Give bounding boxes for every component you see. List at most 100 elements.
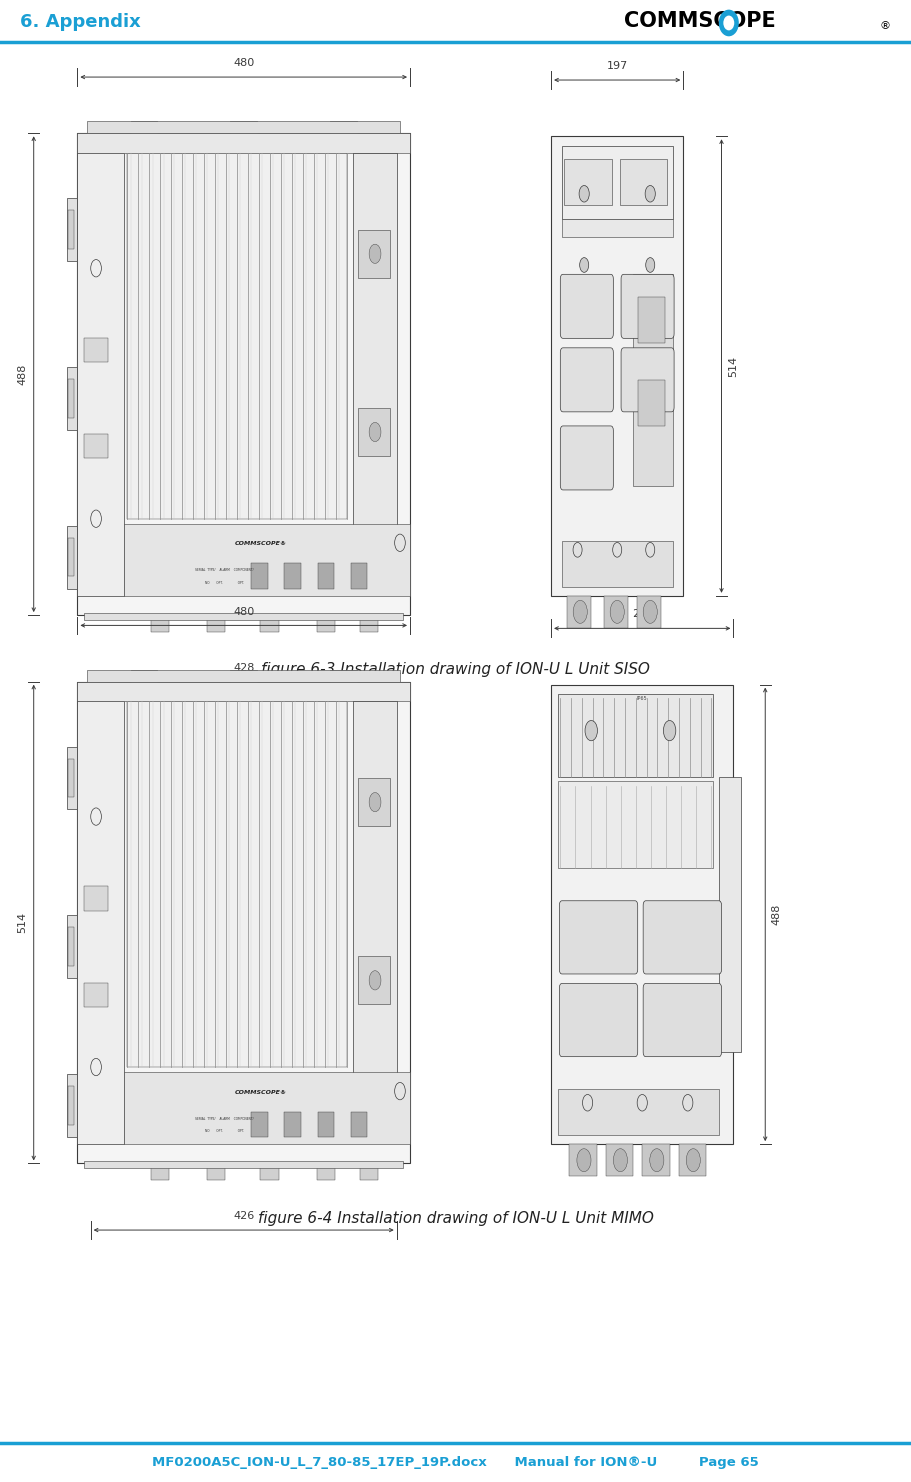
Bar [261,1163,279,1180]
Bar [67,747,77,809]
Bar [77,153,124,596]
Bar [639,379,665,425]
Bar [77,133,410,153]
FancyBboxPatch shape [643,984,722,1057]
Bar [318,1112,334,1137]
Text: 480: 480 [233,606,254,617]
Bar [360,1163,378,1180]
Bar [84,612,404,619]
Text: NO.      OPT.               OPT.: NO. OPT. OPT. [204,581,243,585]
Bar [567,596,591,628]
Bar [67,199,77,261]
Circle shape [585,720,598,741]
Bar [68,538,74,576]
Bar [67,368,77,430]
Bar [130,122,158,133]
Bar [67,1074,77,1137]
FancyBboxPatch shape [643,901,722,974]
Bar [67,916,77,978]
Circle shape [613,1149,628,1172]
Text: COMMSCOPE®: COMMSCOPE® [235,541,287,547]
Bar [353,701,396,1125]
Bar [633,274,672,486]
Bar [68,379,74,418]
Bar [87,122,400,133]
Bar [330,670,357,682]
Text: IP65: IP65 [637,697,648,701]
Bar [619,160,668,206]
Circle shape [369,793,381,812]
Text: 488: 488 [772,904,782,925]
FancyBboxPatch shape [621,348,674,412]
Bar [150,1163,169,1180]
Bar [318,563,334,588]
Bar [77,682,410,701]
Bar [85,434,107,458]
Bar [330,122,357,133]
Bar [77,701,124,1144]
Bar [679,1144,706,1177]
Text: 514: 514 [728,356,738,376]
Bar [85,983,107,1006]
Bar [317,615,335,631]
Bar [130,670,158,682]
Circle shape [686,1149,701,1172]
FancyBboxPatch shape [560,348,613,412]
Bar [67,526,77,588]
Circle shape [573,600,588,624]
Bar [150,615,169,631]
Bar [68,210,74,249]
Text: 480: 480 [233,58,254,68]
Bar [606,1144,633,1177]
Bar [639,298,665,344]
Bar [353,153,396,576]
Text: 426: 426 [233,1211,254,1221]
Bar [207,615,225,631]
Bar [558,781,713,868]
Text: ®: ® [880,21,891,31]
Bar [284,563,301,588]
Bar [551,136,683,596]
Bar [358,230,390,279]
Bar [85,338,107,362]
Bar [84,1160,404,1168]
Bar [68,1086,74,1125]
Circle shape [663,720,676,741]
Circle shape [369,245,381,264]
Bar [207,1163,225,1180]
Bar [68,759,74,797]
Circle shape [646,258,655,273]
Text: 6. Appendix: 6. Appendix [20,13,141,31]
Text: MF0200A5C_ION-U_L_7_80-85_17EP_19P.docx      Manual for ION®-U         Page 65: MF0200A5C_ION-U_L_7_80-85_17EP_19P.docx … [152,1457,759,1469]
Text: 276: 276 [631,609,653,619]
Circle shape [650,1149,664,1172]
Text: 488: 488 [17,363,27,385]
Text: figure 6-4 Installation drawing of ION-U L Unit MIMO: figure 6-4 Installation drawing of ION-U… [258,1211,653,1226]
Bar [551,685,733,1144]
Text: 197: 197 [607,61,628,71]
Bar [558,1089,719,1135]
Text: SERIAL  TYPE/    ALARM    COMPONENT/: SERIAL TYPE/ ALARM COMPONENT/ [195,569,253,572]
Text: 428: 428 [233,662,254,673]
Bar [87,670,400,682]
Bar [284,1112,301,1137]
Bar [251,1112,268,1137]
Bar [564,160,612,206]
Bar [251,563,268,588]
Circle shape [610,600,624,624]
Bar [562,145,672,219]
FancyBboxPatch shape [560,425,613,491]
Circle shape [579,258,589,273]
Text: NO.      OPT.               OPT.: NO. OPT. OPT. [204,1129,243,1134]
Bar [569,1144,597,1177]
Bar [85,886,107,910]
Text: COMMSCOPE®: COMMSCOPE® [235,1089,287,1095]
FancyBboxPatch shape [621,274,674,338]
FancyBboxPatch shape [560,274,613,338]
Bar [351,563,367,588]
Ellipse shape [719,10,739,37]
Text: COMMSCOPE: COMMSCOPE [624,12,776,31]
Bar [128,701,347,1067]
Text: 514: 514 [17,911,27,934]
Circle shape [577,1149,591,1172]
